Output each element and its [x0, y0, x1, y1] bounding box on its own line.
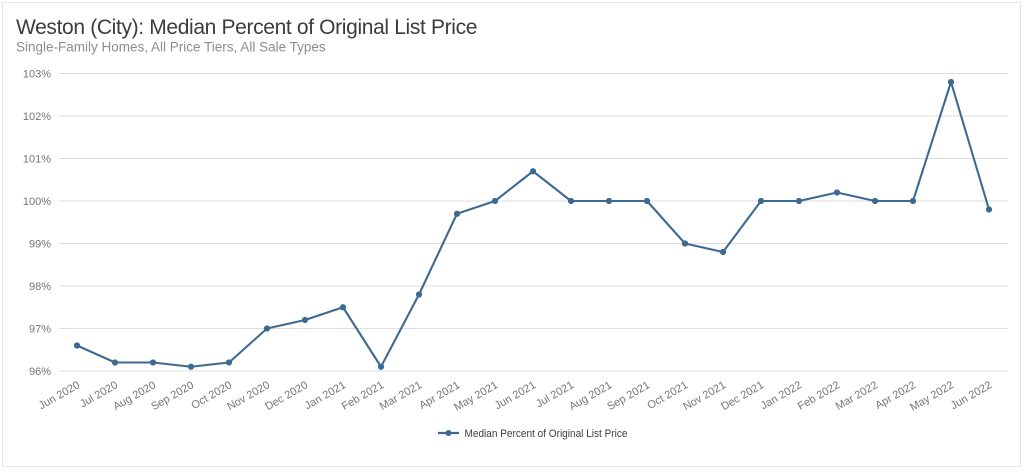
svg-text:100%: 100% [23, 196, 51, 208]
svg-text:103%: 103% [23, 69, 51, 81]
svg-text:97%: 97% [29, 324, 51, 336]
svg-text:102%: 102% [23, 111, 51, 123]
svg-text:Weston (City): Median Percent: Weston (City): Median Percent of Origina… [16, 16, 477, 39]
svg-text:Single-Family Homes, All Price: Single-Family Homes, All Price Tiers, Al… [16, 40, 326, 55]
svg-text:101%: 101% [23, 154, 51, 166]
svg-text:Median Percent of Original Lis: Median Percent of Original List Price [465, 428, 628, 440]
svg-text:98%: 98% [29, 281, 51, 293]
svg-text:99%: 99% [29, 239, 51, 251]
svg-text:96%: 96% [29, 366, 51, 378]
